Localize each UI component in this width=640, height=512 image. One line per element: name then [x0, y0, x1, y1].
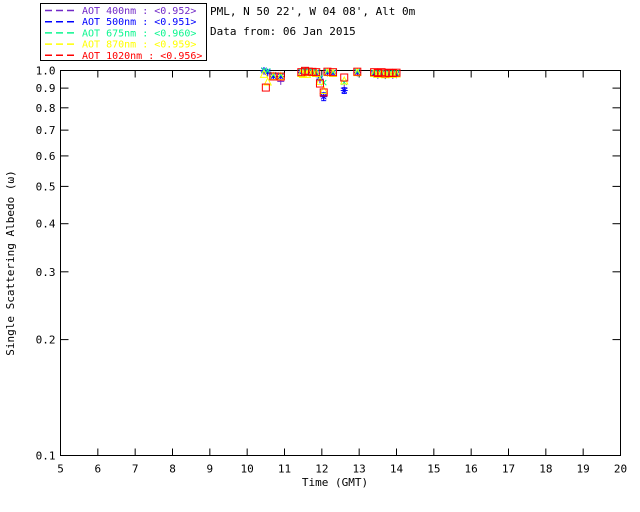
- y-tick-label: 0.9: [36, 82, 56, 95]
- square-marker: [323, 67, 332, 76]
- asterisk-marker: [270, 73, 277, 80]
- y-tick-label: 0.5: [36, 180, 56, 193]
- x-tick-label: 9: [207, 463, 214, 476]
- x-tick-label: 17: [502, 463, 515, 476]
- square-marker: [392, 68, 401, 77]
- triangle-marker: [259, 69, 269, 78]
- header-date: Data from: 06 Jan 2015: [210, 25, 356, 38]
- x-tick-label: 10: [241, 463, 254, 476]
- x-tick-label: 7: [132, 463, 139, 476]
- y-tick-label: 0.7: [36, 124, 56, 137]
- x-marker: [264, 68, 271, 74]
- legend: AOT 400nm : <0.952>AOT 500nm : <0.951>AO…: [40, 3, 207, 62]
- x-tick-label: 15: [427, 463, 440, 476]
- x-tick-label: 19: [577, 463, 590, 476]
- square-marker: [312, 68, 321, 77]
- header-location: PML, N 50 22', W 04 08', Alt 0m: [210, 5, 416, 18]
- y-tick-label: 0.2: [36, 334, 56, 347]
- triangle-marker: [311, 68, 321, 78]
- square-marker: [315, 79, 324, 88]
- asterisk-marker: [354, 69, 361, 76]
- square-marker: [261, 83, 270, 92]
- series-aot-1020nm: [261, 66, 401, 97]
- asterisk-marker: [277, 73, 284, 80]
- triangle-marker: [276, 71, 286, 80]
- square-marker: [319, 88, 328, 97]
- x-tick-label: 5: [57, 463, 64, 476]
- legend-entry-label: AOT 400nm : <0.952>: [82, 6, 196, 17]
- y-tick-label: 0.4: [36, 218, 56, 231]
- square-marker: [340, 73, 349, 82]
- square-marker: [353, 67, 362, 76]
- triangle-marker: [296, 68, 306, 78]
- triangle-marker: [392, 68, 401, 78]
- x-tick-label: 16: [465, 463, 478, 476]
- y-tick-label: 1.0: [36, 65, 56, 78]
- x-tick-label: 13: [353, 463, 366, 476]
- square-marker: [329, 68, 338, 77]
- legend-entry-label: AOT 870nm : <0.959>: [82, 40, 196, 51]
- x-tick-label: 18: [539, 463, 552, 476]
- x-tick-label: 11: [278, 463, 291, 476]
- triangle-marker: [319, 85, 329, 94]
- y-tick-label: 0.1: [36, 450, 56, 463]
- triangle-marker: [268, 71, 278, 80]
- x-tick-label: 8: [169, 463, 176, 476]
- y-axis-label: Single Scattering Albedo (ω): [4, 170, 17, 355]
- x-axis-label: Time (GMT): [302, 476, 368, 489]
- legend-entry-label: AOT 675nm : <0.960>: [82, 28, 196, 39]
- square-marker: [276, 72, 285, 81]
- axes: 5 6 7 8 9 10 11 12 13 14 15 16 17 18 19 20 1.0 0.9 0.8 0.7 0…: [36, 65, 628, 476]
- y-tick-label: 0.6: [36, 150, 56, 163]
- triangle-marker: [315, 76, 325, 85]
- x-tick-label: 20: [614, 463, 627, 476]
- triangle-marker: [339, 75, 349, 85]
- asterisk-marker: [320, 93, 327, 100]
- legend-entry-label: AOT 1020nm : <0.956>: [82, 51, 202, 62]
- x-tick-label: 12: [315, 463, 328, 476]
- y-tick-label: 0.3: [36, 266, 56, 279]
- y-tick-label: 0.8: [36, 102, 56, 115]
- asterisk-marker: [341, 87, 348, 94]
- triangle-marker: [263, 76, 273, 86]
- x-tick-label: 14: [390, 463, 404, 476]
- legend-box: [40, 3, 207, 61]
- plot-frame: [60, 70, 621, 456]
- legend-entry-label: AOT 500nm : <0.951>: [82, 17, 196, 28]
- triangle-marker: [352, 67, 362, 77]
- data-points-layer: [259, 66, 401, 102]
- x-tick-label: 6: [95, 463, 102, 476]
